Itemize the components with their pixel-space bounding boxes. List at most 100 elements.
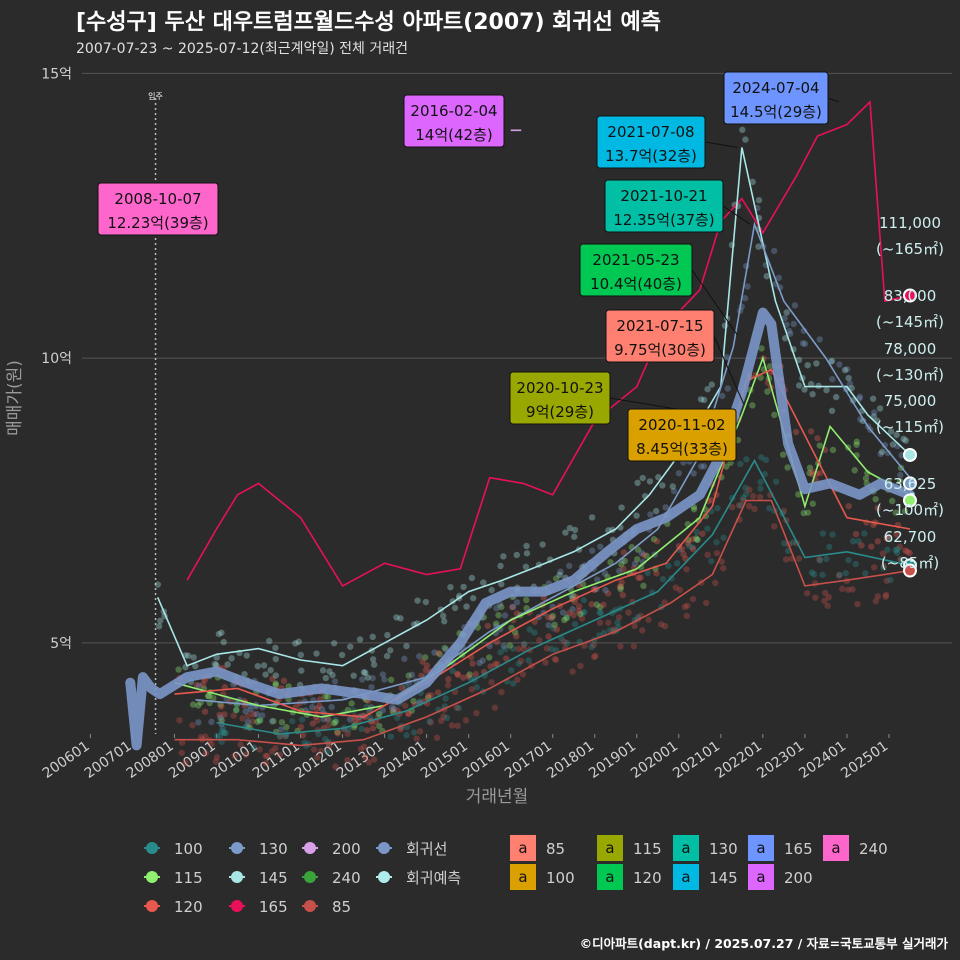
transaction-point: [816, 557, 824, 564]
transaction-point: [718, 558, 725, 565]
annotation-date: 2016-02-04: [410, 102, 497, 120]
transaction-point: [369, 674, 376, 682]
transaction-point: [849, 586, 856, 593]
transaction-point: [384, 631, 391, 639]
transaction-point: [322, 735, 329, 743]
transaction-point: [829, 531, 836, 538]
transaction-point: [729, 503, 736, 511]
transaction-point: [569, 606, 576, 613]
transaction-point: [393, 614, 400, 621]
transaction-point: [683, 612, 690, 620]
transaction-point: [536, 637, 543, 644]
transaction-point: [689, 544, 696, 551]
transaction-point: [347, 643, 354, 650]
legend-fill-key: [673, 835, 699, 861]
transaction-point: [451, 604, 459, 612]
transaction-point: [213, 754, 221, 761]
transaction-point: [625, 609, 632, 616]
legend-marker: [231, 871, 243, 883]
transaction-point: [553, 626, 561, 633]
transaction-point: [157, 617, 164, 624]
transaction-point: [571, 526, 579, 534]
transaction-point: [202, 750, 210, 757]
transaction-point: [735, 502, 743, 509]
legend-line-label: 회귀선: [406, 840, 447, 858]
transaction-point: [332, 763, 339, 770]
transaction-point: [814, 435, 821, 442]
end-value-label: 75,000: [884, 392, 937, 410]
legend-fill-label: 130: [709, 840, 738, 858]
transaction-point: [618, 504, 625, 511]
transaction-point: [404, 710, 412, 717]
transaction-point: [214, 732, 221, 740]
transaction-point: [379, 671, 387, 678]
end-area-label: (~85㎡): [881, 554, 939, 572]
transaction-point: [757, 485, 764, 492]
transaction-point: [806, 469, 813, 477]
x-tick-label: 201601: [460, 738, 513, 782]
transaction-point: [513, 610, 521, 617]
transaction-point: [880, 564, 887, 572]
x-tick-label: 202301: [754, 738, 807, 782]
transaction-point: [563, 614, 570, 622]
transaction-point: [842, 570, 849, 577]
transaction-point: [835, 572, 843, 579]
transaction-point: [473, 684, 481, 691]
transaction-point: [757, 478, 764, 486]
transaction-point: [278, 719, 286, 726]
transaction-point: [397, 726, 404, 733]
transaction-point: [596, 619, 604, 626]
transaction-point: [439, 612, 447, 620]
transaction-point: [324, 716, 332, 723]
transaction-point: [424, 694, 432, 701]
transaction-point: [218, 703, 225, 710]
transaction-point: [566, 524, 574, 532]
transaction-point: [694, 536, 701, 543]
transaction-point: [506, 642, 514, 649]
transaction-point: [222, 729, 229, 737]
x-tick-label: 202401: [796, 738, 849, 782]
transaction-point: [332, 716, 339, 724]
transaction-point: [561, 616, 568, 624]
annotation-leader: [704, 141, 738, 148]
transaction-point: [232, 706, 240, 714]
annotation-box: [627, 408, 737, 462]
transaction-point: [846, 380, 854, 387]
transaction-point: [326, 668, 333, 675]
transaction-point: [786, 327, 793, 335]
transaction-point: [513, 633, 520, 640]
transaction-point: [823, 555, 830, 563]
transaction-point: [829, 446, 837, 454]
transaction-point: [884, 546, 891, 554]
transaction-point: [616, 583, 624, 590]
transaction-point: [485, 654, 493, 661]
transaction-point: [644, 569, 651, 577]
transaction-point: [757, 374, 764, 381]
transaction-point: [901, 507, 909, 515]
transaction-point: [684, 540, 692, 547]
transaction-point: [197, 733, 205, 741]
annotation-box: [509, 371, 611, 425]
end-area-label: (~115㎡): [876, 418, 944, 436]
transaction-point: [898, 556, 905, 564]
transaction-point: [893, 549, 901, 556]
legend-fill-glyph: a: [756, 868, 765, 886]
legend-fill-glyph: a: [605, 839, 614, 857]
transaction-point: [807, 380, 815, 388]
transaction-point: [742, 491, 750, 498]
legend-line-label: 120: [174, 898, 203, 916]
transaction-point: [447, 583, 454, 591]
transaction-point: [421, 654, 429, 661]
transaction-point: [720, 565, 727, 572]
transaction-point: [479, 657, 486, 664]
transaction-point: [700, 396, 708, 404]
annotation-date: 2020-11-02: [638, 416, 725, 434]
transaction-point: [689, 545, 697, 553]
transaction-point: [449, 667, 456, 675]
transaction-point: [617, 643, 624, 650]
end-area-label: (~165㎡): [876, 240, 944, 258]
transaction-point: [878, 448, 886, 455]
transaction-point: [220, 729, 227, 736]
transaction-point: [195, 682, 203, 690]
transaction-point: [756, 493, 764, 501]
